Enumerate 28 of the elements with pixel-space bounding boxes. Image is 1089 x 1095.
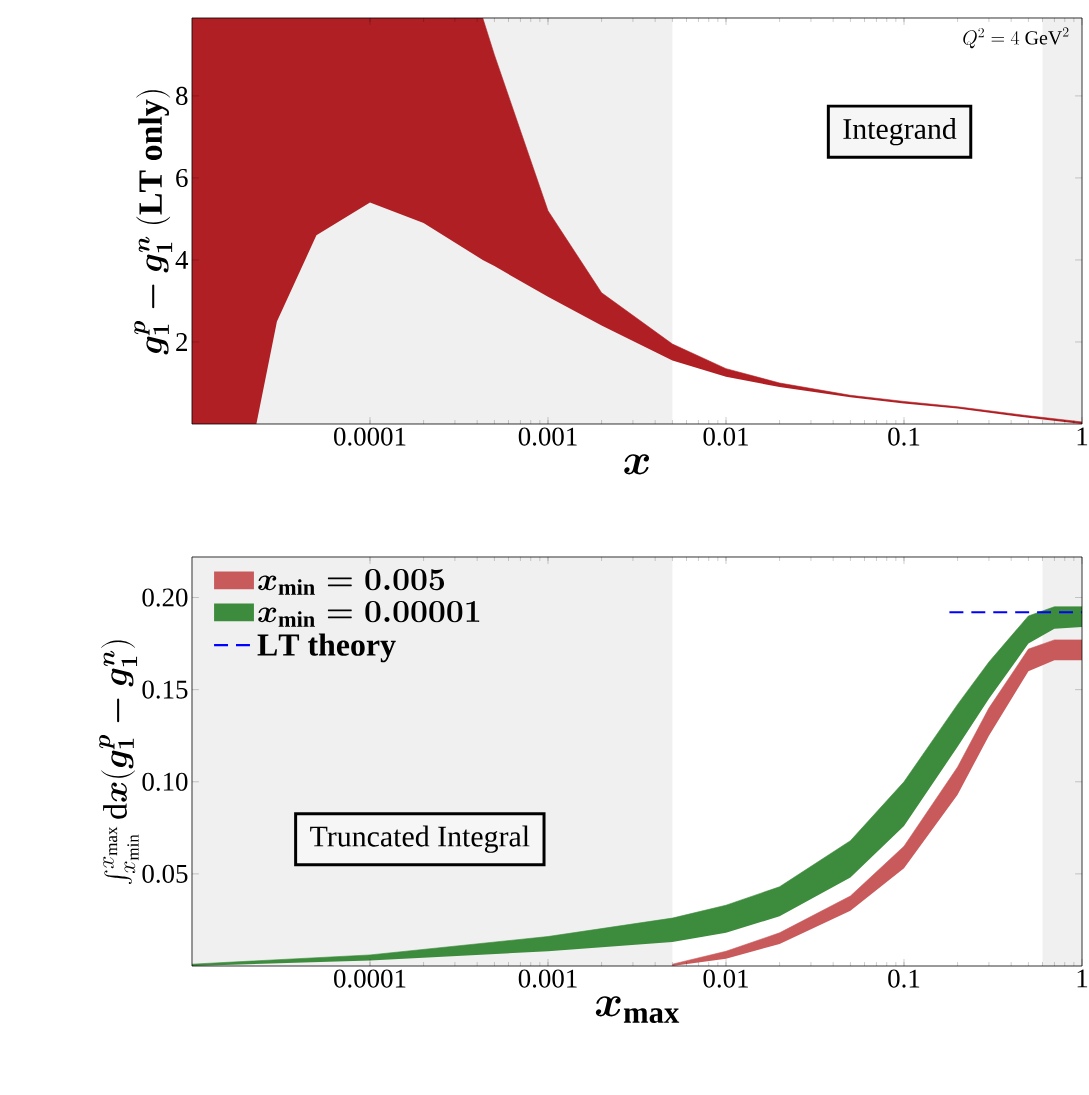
annotation: Truncated Integral <box>310 825 530 853</box>
x-tick-label: 0.0001 <box>334 427 406 446</box>
x-tick-label: 0.001 <box>518 427 577 446</box>
y-axis-title: $\boldsymbol{g_1^p - g_1^n}\ \mathbf{(LT\ only)}$ <box>134 90 173 355</box>
legend-label: $\boldsymbol{x_{\min} = 0.005}$ <box>258 569 445 595</box>
y-tick-label: 0.20 <box>142 588 188 607</box>
annotation: $Q^2 = 4\ \mathrm{GeV}^2$ <box>963 27 1069 49</box>
annotation: Integrand <box>843 118 957 146</box>
x-tick-label: 1 <box>1077 427 1088 446</box>
x-tick-label: 0.1 <box>888 969 920 988</box>
x-axis-title: $\boldsymbol{x_{\max}}$ <box>595 996 680 1023</box>
x-tick-label: 0.01 <box>703 427 748 446</box>
x-tick-label: 1 <box>1077 969 1088 988</box>
y-axis-title: $\int_{x_{\min}}^{x_{\max}} \mathrm{d}\boldsymbol{x}(\boldsymbol{g_1^p - g_1^n})$ <box>99 640 139 885</box>
x-tick-label: 0.001 <box>518 969 577 988</box>
y-tick-label: 0.15 <box>142 680 188 699</box>
x-tick-label: 0.01 <box>703 969 748 988</box>
x-axis-title: $\boldsymbol{x}$ <box>624 454 650 475</box>
y-tick-label: 6 <box>176 168 188 187</box>
y-tick-label: 0.10 <box>142 772 188 791</box>
y-tick-label: 4 <box>175 251 189 269</box>
legend-label: $\mathbf{LT\ theory}$ <box>257 633 396 663</box>
x-tick-label: 0.1 <box>888 427 920 446</box>
legend-label: $\boldsymbol{x_{\min} = 0.00001}$ <box>258 601 480 627</box>
y-tick-label: 0.05 <box>142 864 188 884</box>
x-tick-label: 0.0001 <box>334 969 406 988</box>
y-tick-label: 2 <box>176 333 187 351</box>
y-tick-label: 8 <box>176 86 188 105</box>
